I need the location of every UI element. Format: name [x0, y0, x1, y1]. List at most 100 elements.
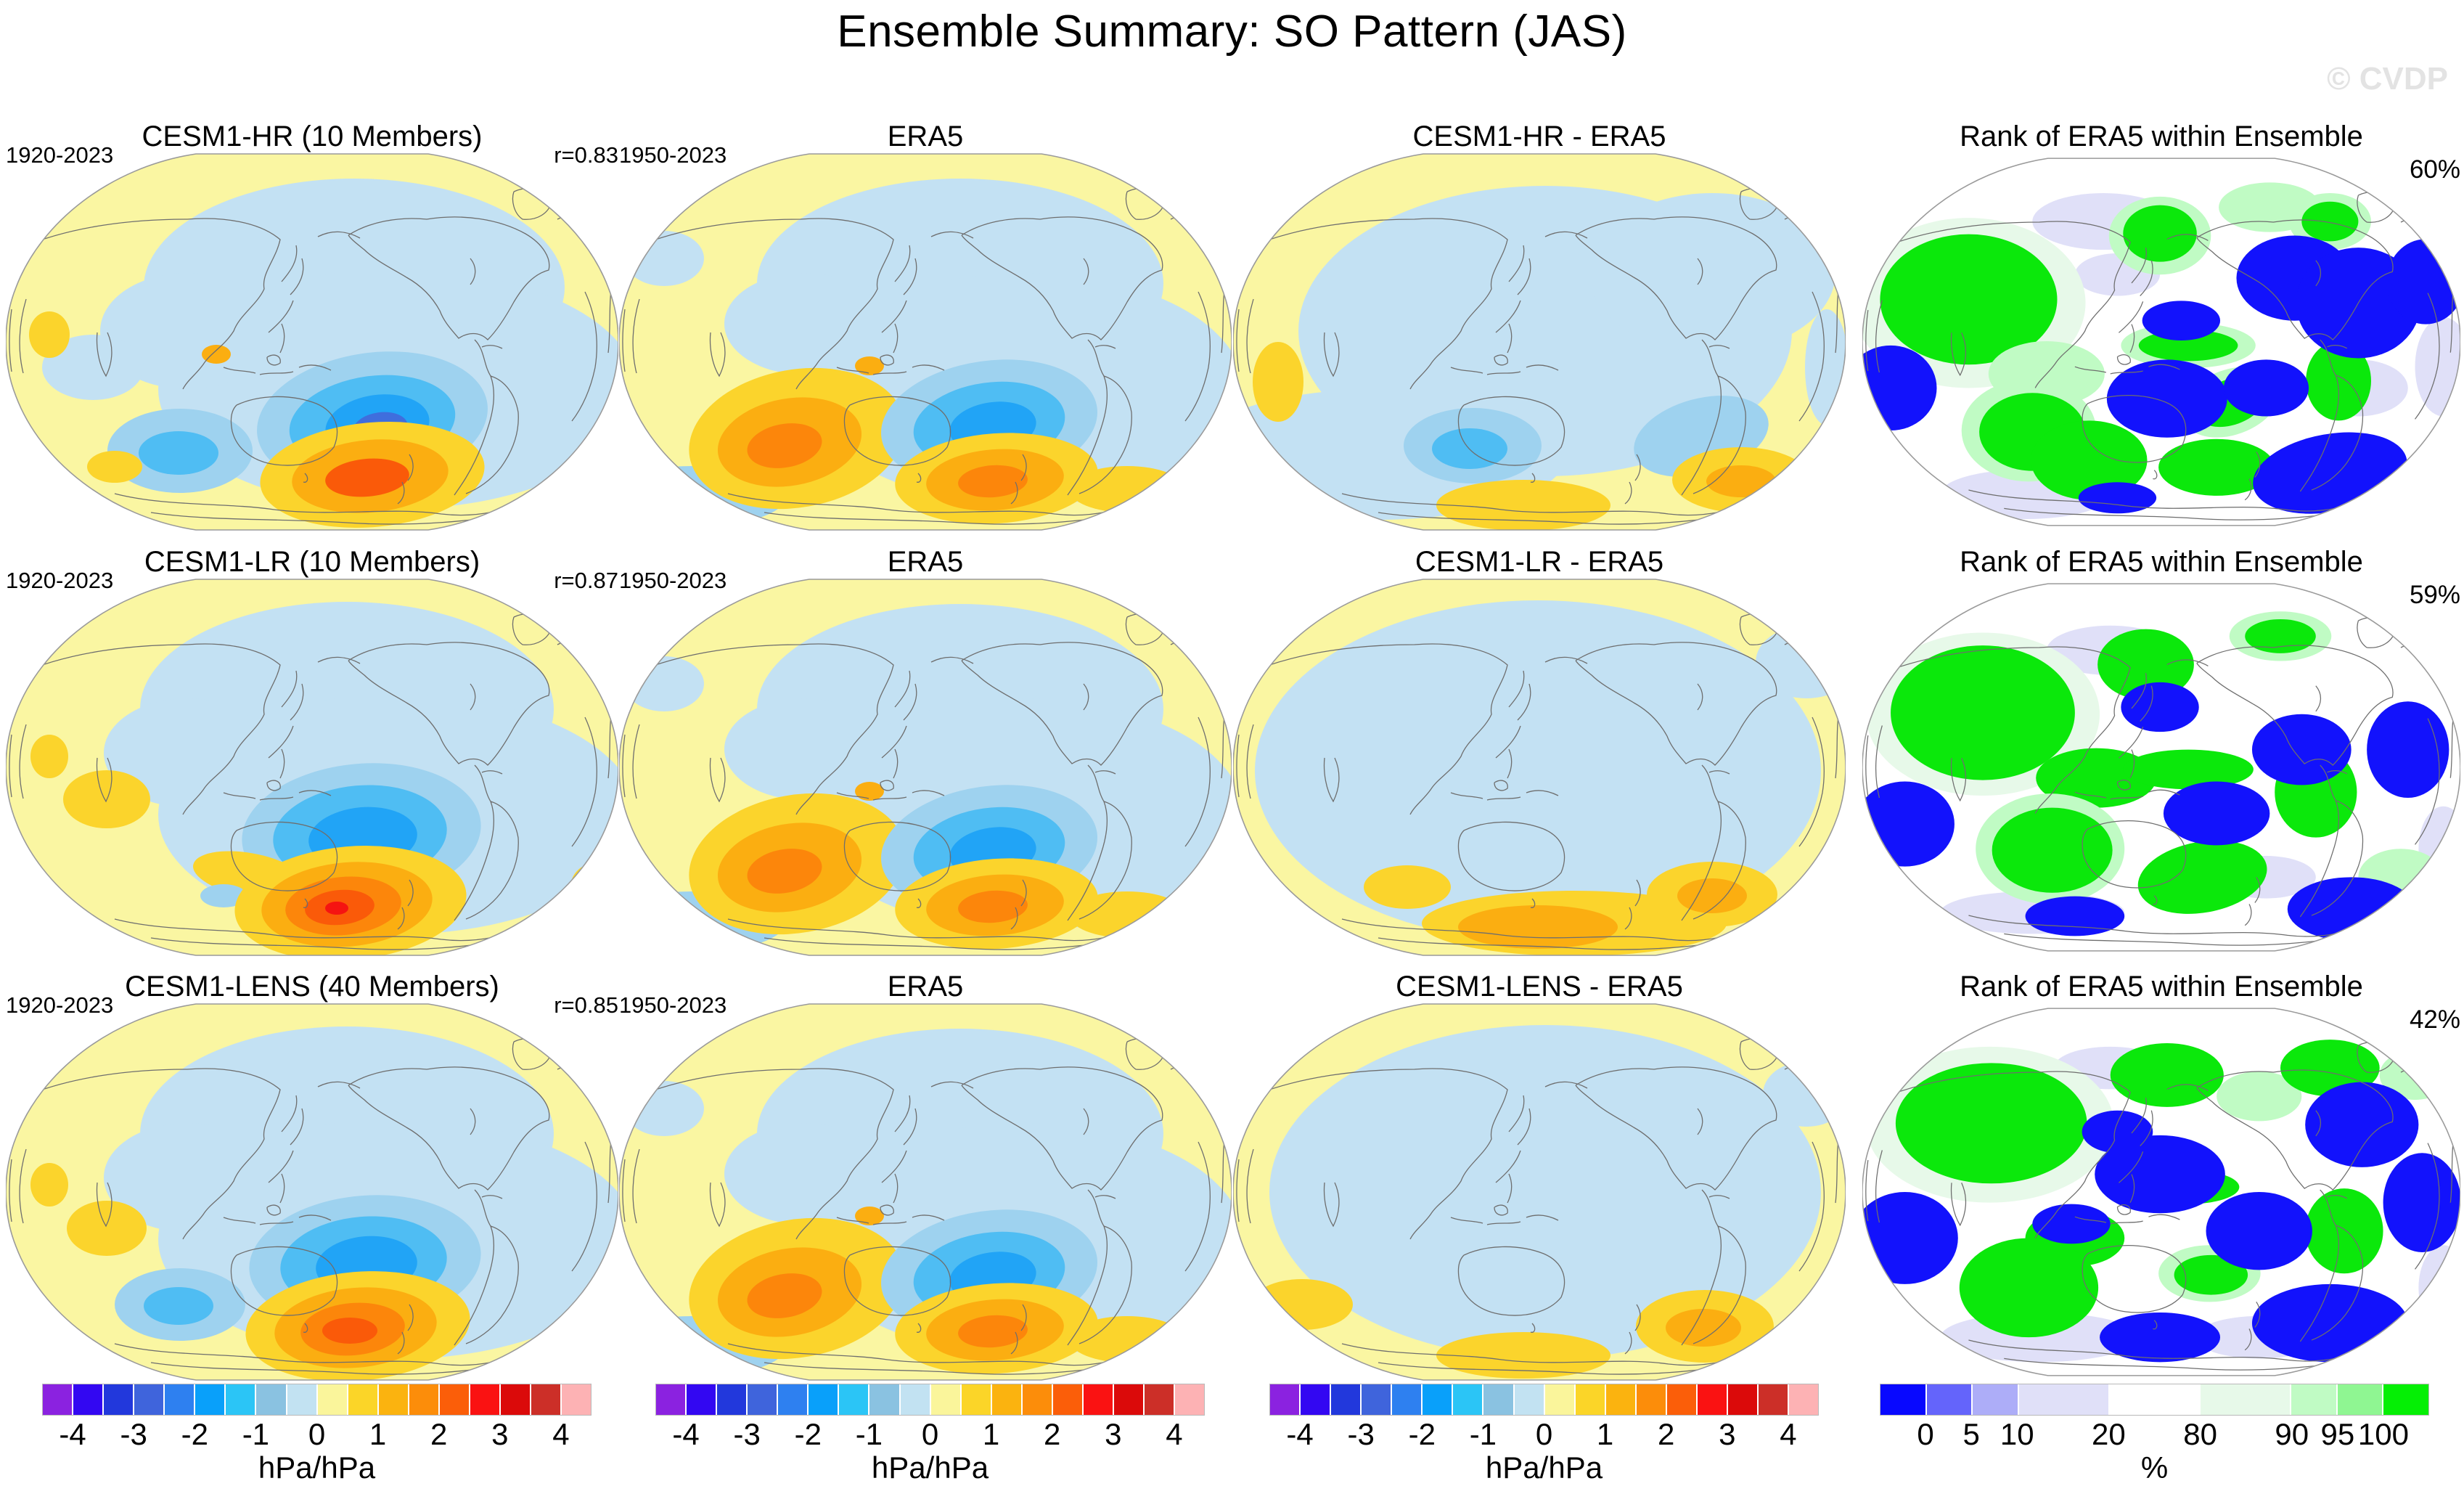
map-fill-layer [6, 154, 618, 530]
colorbar-segment [1362, 1384, 1391, 1415]
colorbar-segment [287, 1384, 316, 1415]
colorbar-segment [1636, 1384, 1666, 1415]
map-feature-blob [2367, 701, 2449, 798]
colorbar-segment [748, 1384, 777, 1415]
colorbar-segment [470, 1384, 499, 1415]
map-outline [1862, 1008, 2460, 1376]
anomaly-map-svg [1233, 579, 1846, 956]
colorbar-segment [1666, 1384, 1696, 1415]
panel-title: CESM1-LR (10 Members) [144, 546, 480, 578]
map-feature-blob [87, 451, 142, 483]
colorbar-segment [317, 1384, 347, 1415]
colorbar-tick-label: -1 [242, 1417, 270, 1451]
panel-period-label: 1950-2023 [619, 568, 727, 593]
colorbar-segment [1270, 1384, 1300, 1415]
colorbar-segment [809, 1384, 838, 1415]
colorbar-segment [839, 1384, 869, 1415]
panel-rank-percent-label: 60% [2409, 155, 2460, 184]
anomaly-map-svg [6, 153, 618, 531]
colorbar-tick-label: 3 [1105, 1417, 1122, 1451]
map-feature-blob [1706, 465, 1776, 497]
map-fill-layer [1233, 579, 1846, 955]
map-feature-blob [1069, 1316, 1185, 1363]
colorbar-tick-label: -2 [794, 1417, 822, 1451]
colorbar-segment [1453, 1384, 1483, 1415]
rank-map-svg [1862, 158, 2460, 526]
map-feature-blob [2100, 1312, 2221, 1363]
colorbar-segment [562, 1384, 592, 1415]
map-feature-blob [747, 1273, 822, 1318]
map-fill-layer [1233, 1004, 1846, 1380]
map-feature-blob [100, 273, 274, 389]
colorbar-segment [1483, 1384, 1513, 1415]
map-feature-blob [2036, 748, 2157, 808]
map-feature-blob [202, 345, 231, 364]
panel-title: CESM1-HR (10 Members) [142, 121, 483, 152]
panel-period-label: 1950-2023 [619, 992, 727, 1018]
panel-period-label: 1920-2023 [6, 142, 114, 168]
map-outline [6, 1003, 618, 1381]
figure-title: Ensemble Summary: SO Pattern (JAS) [837, 7, 1627, 57]
colorbar-segment [43, 1384, 73, 1415]
map-feature-blob [1436, 480, 1610, 530]
colorbar-unit-label: % [2140, 1450, 2169, 1485]
colorbar-segment [104, 1384, 134, 1415]
colorbar-anomaly-1 [42, 1384, 592, 1416]
colorbar-segment [2291, 1384, 2336, 1415]
colorbar-anomaly-3 [1269, 1384, 1819, 1416]
colorbar-tick-label: 0 [308, 1417, 326, 1451]
anomaly-map-svg [1233, 1003, 1846, 1381]
map-feature-blob [2251, 714, 2352, 785]
map-feature-blob [30, 735, 68, 778]
map-feature-blob [2305, 1082, 2419, 1167]
panel-period-label: 1920-2023 [6, 568, 114, 593]
colorbar-segment [1145, 1384, 1174, 1415]
anomaly-map-svg [6, 579, 618, 956]
map-feature-blob [958, 465, 1028, 498]
colorbar-segment [1605, 1384, 1635, 1415]
map-fill-layer [1862, 584, 2460, 951]
panel-stat-label: r=0.85 [554, 992, 618, 1018]
map-fill-layer [1233, 154, 1846, 530]
colorbar-tick-label: -3 [1347, 1417, 1375, 1451]
colorbar-tick-label: -3 [120, 1417, 147, 1451]
map-feature-blob [2082, 1110, 2153, 1154]
map-feature-blob [1458, 905, 1618, 949]
map-feature-blob [855, 1207, 884, 1225]
colorbar-segment [1514, 1384, 1544, 1415]
map-feature-blob [1891, 645, 2075, 780]
panel-title: CESM1-LENS - ERA5 [1396, 971, 1683, 1003]
colorbar-segment [1423, 1384, 1452, 1415]
map-fill-layer [619, 1004, 1232, 1380]
rank-map-svg [1862, 583, 2460, 952]
map-feature-blob [2305, 1188, 2383, 1274]
rank-map-svg [1862, 1008, 2460, 1376]
colorbar-tick-label: 4 [552, 1417, 570, 1451]
colorbar-segment [991, 1384, 1021, 1415]
colorbar-tick-label: 0 [1917, 1417, 1934, 1451]
anomaly-map-svg [1233, 153, 1846, 531]
anomaly-map-svg [6, 1003, 618, 1381]
colorbar-segment [1113, 1384, 1143, 1415]
colorbar-tick-label: -4 [59, 1417, 86, 1451]
map-feature-blob [855, 782, 884, 801]
map-feature-blob [2280, 1040, 2380, 1097]
map-feature-blob [2301, 201, 2359, 242]
colorbar-tick-label: 2 [1658, 1417, 1675, 1451]
panel-stat-label: r=0.87 [554, 568, 618, 593]
colorbar-unit-label: hPa/hPa [871, 1450, 989, 1485]
colorbar-segment [439, 1384, 469, 1415]
map-outline [619, 1003, 1232, 1381]
map-feature-blob [1364, 865, 1451, 909]
colorbar-segment [687, 1384, 716, 1415]
map-feature-blob [624, 656, 704, 711]
map-feature-blob [2106, 359, 2227, 438]
map-feature-blob [1251, 1279, 1353, 1330]
map-outline [1862, 583, 2460, 952]
colorbar-segment [930, 1384, 960, 1415]
colorbar-tick-label: -1 [855, 1417, 883, 1451]
map-feature-blob [1269, 1025, 1821, 1359]
colorbar-tick-label: 95 [2320, 1417, 2355, 1451]
map-outline [1862, 158, 2460, 526]
map-feature-blob [1589, 193, 1835, 353]
